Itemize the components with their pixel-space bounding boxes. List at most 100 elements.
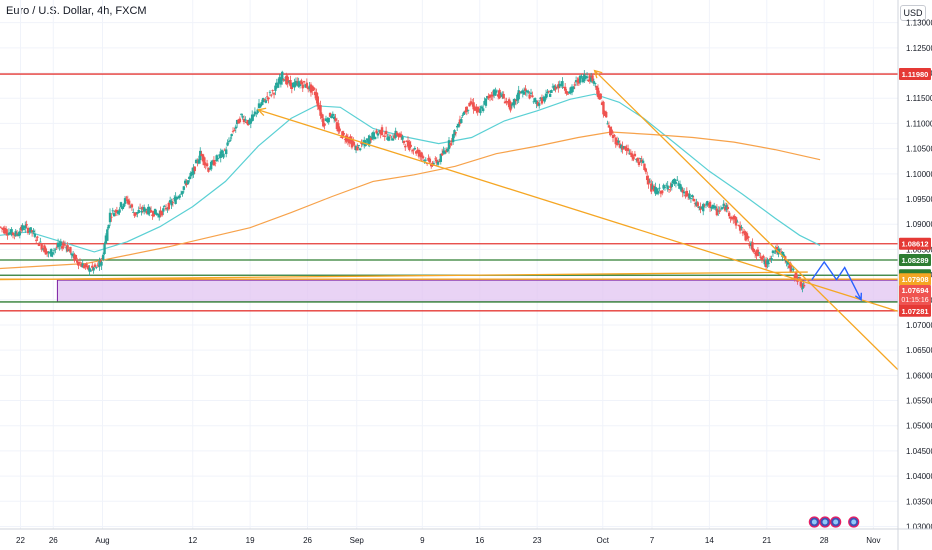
candle-body bbox=[788, 265, 791, 269]
x-tick-label: 16 bbox=[475, 536, 484, 545]
candle-body bbox=[774, 249, 777, 252]
candle-body bbox=[428, 158, 432, 163]
candle-body bbox=[558, 83, 561, 87]
candle-body bbox=[59, 241, 63, 246]
candle-body bbox=[142, 207, 146, 212]
candle-body bbox=[711, 204, 714, 209]
candle-body bbox=[19, 226, 23, 231]
candle-body bbox=[188, 176, 191, 180]
candle-body bbox=[699, 206, 702, 210]
candle-body bbox=[762, 255, 765, 258]
y-tick-label: 1.04000 bbox=[906, 472, 932, 481]
candle-body bbox=[484, 98, 488, 106]
trendline bbox=[0, 271, 808, 281]
candle-body bbox=[595, 85, 598, 90]
candle-body bbox=[380, 127, 384, 136]
candle-body bbox=[624, 146, 627, 150]
candle-body bbox=[522, 91, 526, 95]
candle-body bbox=[238, 118, 242, 123]
candle-body bbox=[294, 80, 298, 86]
candle-body bbox=[133, 212, 136, 216]
candle-body bbox=[199, 150, 202, 161]
candle-body bbox=[430, 164, 433, 167]
x-tick-label: 19 bbox=[246, 536, 255, 545]
candle-body bbox=[588, 75, 591, 82]
candle-body bbox=[789, 263, 792, 272]
candle-body bbox=[738, 225, 742, 231]
candle-body bbox=[313, 91, 317, 96]
y-tick-label: 1.07000 bbox=[906, 321, 932, 330]
candle-body bbox=[451, 134, 455, 143]
candle-body bbox=[382, 135, 385, 137]
candle-body bbox=[367, 138, 370, 145]
candle-body bbox=[615, 139, 619, 145]
candle-body bbox=[409, 144, 412, 147]
candle-body bbox=[499, 93, 503, 95]
candle-body bbox=[663, 187, 667, 188]
candle-body bbox=[697, 206, 701, 208]
candle-body bbox=[302, 81, 306, 83]
candle-body bbox=[782, 254, 786, 258]
candle-body bbox=[99, 260, 103, 264]
candle-body bbox=[577, 78, 581, 84]
candle-body bbox=[190, 171, 194, 176]
candle-body bbox=[644, 168, 648, 172]
candle-body bbox=[756, 249, 760, 257]
candle-body bbox=[748, 244, 751, 247]
candle-body bbox=[572, 86, 575, 90]
candle-body bbox=[439, 153, 442, 162]
candle-body bbox=[130, 204, 134, 208]
candle-body bbox=[785, 260, 788, 263]
candle-body bbox=[55, 246, 58, 248]
candle-body bbox=[579, 75, 582, 83]
candle-body bbox=[741, 231, 745, 234]
candle-body bbox=[119, 202, 123, 208]
price-axis: 1.130001.125001.120001.115001.110001.105… bbox=[897, 0, 932, 550]
candle-body bbox=[671, 179, 675, 184]
candle-body bbox=[278, 77, 281, 84]
candle-body bbox=[126, 199, 129, 204]
candle-body bbox=[692, 198, 695, 202]
level-price-tag: 1.08612 bbox=[901, 240, 928, 249]
candle-body bbox=[676, 179, 679, 181]
candle-body bbox=[401, 136, 404, 140]
candle-body bbox=[110, 216, 113, 218]
candle-body bbox=[389, 134, 392, 136]
candle-body bbox=[74, 255, 78, 259]
candle-body bbox=[50, 248, 53, 257]
candle-body bbox=[752, 249, 756, 253]
candle-body bbox=[148, 207, 151, 213]
candle-body bbox=[736, 221, 739, 223]
candle-body bbox=[468, 102, 471, 107]
candle-body bbox=[242, 118, 246, 123]
candle-body bbox=[54, 248, 57, 250]
candle-body bbox=[235, 119, 239, 125]
candle-body bbox=[764, 259, 768, 268]
candle-body bbox=[598, 95, 601, 100]
candle-body bbox=[718, 210, 721, 212]
candle-body bbox=[457, 123, 460, 128]
candle-body bbox=[585, 76, 589, 78]
currency-button[interactable]: USD bbox=[900, 5, 926, 21]
candle-body bbox=[117, 211, 120, 214]
candle-body bbox=[339, 136, 343, 138]
candle-body bbox=[677, 183, 680, 186]
candle-body bbox=[275, 82, 278, 86]
x-tick-label: 26 bbox=[49, 536, 58, 545]
candle-body bbox=[365, 138, 369, 141]
candle-body bbox=[502, 93, 505, 99]
candle-body bbox=[796, 278, 799, 282]
candle-body bbox=[244, 119, 247, 121]
candle-body bbox=[315, 92, 318, 101]
candle-body bbox=[674, 181, 678, 184]
event-marker-dot bbox=[833, 519, 839, 525]
level-price-tag-bg bbox=[899, 254, 931, 267]
candle-body bbox=[76, 259, 79, 263]
candle-body bbox=[779, 251, 783, 253]
candle-body bbox=[688, 193, 691, 199]
candle-body bbox=[651, 185, 654, 190]
x-tick-label: Sep bbox=[350, 536, 365, 545]
candle-body bbox=[308, 85, 311, 89]
candle-body bbox=[778, 249, 781, 251]
